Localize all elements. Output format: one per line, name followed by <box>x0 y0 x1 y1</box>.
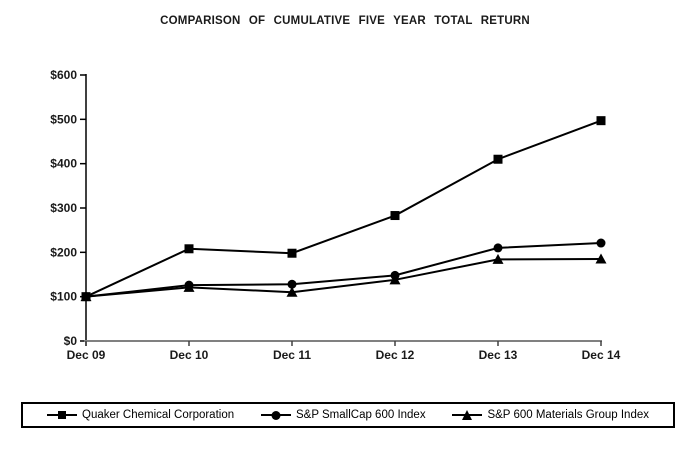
series-line-1 <box>85 242 602 298</box>
y-tick-label: $200 <box>50 245 77 259</box>
legend-item-sp-smallcap-600: S&P SmallCap 600 Index <box>261 409 426 421</box>
line-chart: $0 $100 $200 $300 $400 $500 $600 Dec 09 Dec 10 De… <box>50 68 621 362</box>
x-tick-label: Dec 10 <box>170 348 209 362</box>
legend-label-sp-600-materials: S&P 600 Materials Group Index <box>487 409 649 421</box>
triangle-icon <box>462 409 473 420</box>
data-point-triangle <box>492 253 504 264</box>
data-point-triangle <box>183 281 195 292</box>
y-tick-label: $500 <box>50 112 77 126</box>
legend-label-sp-smallcap-600: S&P SmallCap 600 Index <box>296 409 426 421</box>
y-tick-label: $0 <box>64 334 78 348</box>
data-point-triangle <box>80 291 92 302</box>
data-point-square <box>596 116 606 126</box>
y-tick-label: $300 <box>50 201 77 215</box>
square-icon <box>58 411 66 419</box>
y-tick-label: $600 <box>50 68 77 82</box>
x-tick-label: Dec 13 <box>479 348 518 362</box>
data-point-circle <box>493 243 503 253</box>
data-point-square <box>390 211 400 221</box>
data-point-circle <box>596 238 606 248</box>
legend-label-quaker-chemical: Quaker Chemical Corporation <box>82 409 235 421</box>
data-point-triangle <box>389 274 401 285</box>
data-point-triangle <box>286 286 298 297</box>
data-point-circle <box>287 279 297 289</box>
y-tick-label: $400 <box>50 157 77 171</box>
circle-marker-icon <box>261 410 292 421</box>
legend-item-sp-600-materials: S&P 600 Materials Group Index <box>452 409 649 421</box>
series-line-2 <box>85 257 602 298</box>
circle-icon <box>271 410 281 420</box>
series-line-0 <box>85 119 602 298</box>
legend-item-quaker-chemical: Quaker Chemical Corporation <box>47 409 234 421</box>
x-tick-label: Dec 12 <box>376 348 415 362</box>
chart-title: COMPARISON OF CUMULATIVE FIVE YEAR TOTAL… <box>160 15 530 27</box>
data-point-triangle <box>595 253 607 264</box>
triangle-marker-icon <box>452 409 483 421</box>
y-tick-label: $100 <box>50 290 77 304</box>
x-tick-label: Dec 09 <box>67 348 106 362</box>
square-marker-icon <box>47 410 77 421</box>
x-tick-label: Dec 11 <box>273 348 311 362</box>
data-point-square <box>184 244 194 254</box>
x-tick-label: Dec 14 <box>582 348 621 362</box>
data-point-square <box>287 248 297 258</box>
chart-legend: Quaker Chemical Corporation S&P SmallCap… <box>21 402 675 428</box>
data-point-square <box>493 154 503 164</box>
